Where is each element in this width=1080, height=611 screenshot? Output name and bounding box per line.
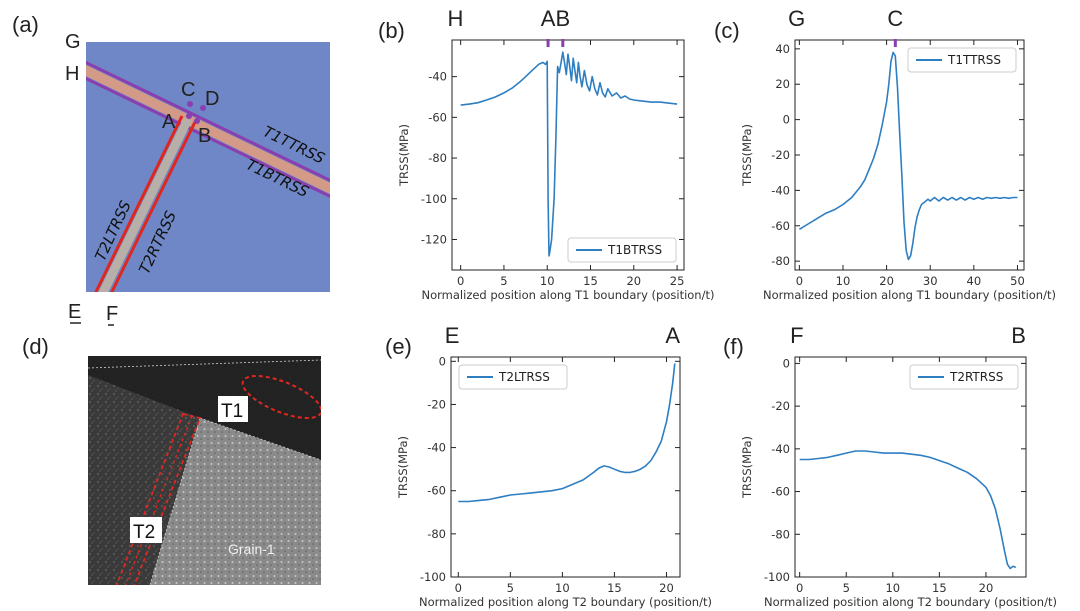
y-tick-label: -100 <box>764 570 790 584</box>
y-tick-label: -20 <box>771 399 790 413</box>
point-label-g: G <box>788 6 805 31</box>
y-tick-label: -120 <box>421 232 447 246</box>
x-tick-label: 50 <box>1010 274 1025 288</box>
x-axis-title: Normalized position along T1 boundary (p… <box>422 288 715 302</box>
y-tick-label: -60 <box>427 484 446 498</box>
x-tick-label: 20 <box>979 581 994 595</box>
panel-label-b: (b) <box>378 18 405 43</box>
y-tick-label: -40 <box>771 442 790 456</box>
x-tick-label: 10 <box>555 581 570 595</box>
legend-box <box>907 47 1017 73</box>
x-axis-title: Normalized position along T2 boundary (p… <box>764 595 1057 609</box>
y-tick-label: -60 <box>428 110 447 124</box>
x-tick-label: 20 <box>879 274 894 288</box>
y-tick-label: -20 <box>427 397 446 411</box>
y-tick-label: 0 <box>439 354 446 368</box>
x-tick-label: 30 <box>923 274 938 288</box>
panel-label-a: (a) <box>12 12 39 37</box>
panel-label-f: (f) <box>723 334 744 359</box>
point-label-b: B <box>555 6 570 31</box>
y-tick-label: -80 <box>771 527 790 541</box>
x-axis-title: Normalized position along T2 boundary (p… <box>419 595 712 609</box>
y-axis-title: TRSS(MPa) <box>396 436 410 499</box>
y-tick-label: -60 <box>771 485 790 499</box>
x-tick-label: 15 <box>607 581 622 595</box>
x-tick-label: 0 <box>796 274 803 288</box>
y-axis-title: TRSS(MPa) <box>740 124 754 187</box>
legend-box <box>567 237 677 263</box>
y-tick-label: -40 <box>427 441 446 455</box>
chart-b-frame <box>451 39 685 271</box>
x-tick-label: 10 <box>836 274 851 288</box>
legend-box <box>458 364 568 390</box>
y-tick-label: 40 <box>775 42 790 56</box>
y-tick-label: -20 <box>771 148 790 162</box>
point-label-c: C <box>887 6 903 31</box>
point-label-a: A <box>541 6 556 31</box>
series-line-t2ltrss <box>458 363 676 503</box>
y-axis-title: TRSS(MPa) <box>740 436 754 499</box>
y-tick-label: 20 <box>775 77 790 91</box>
point-label-f: F <box>790 323 803 348</box>
legend-label: T2LTRSS <box>498 370 550 384</box>
y-axis-title: TRSS(MPa) <box>397 124 411 187</box>
legend-label: T1BTRSS <box>607 243 662 257</box>
x-tick-label: 40 <box>967 274 982 288</box>
x-tick-label: 0 <box>455 581 462 595</box>
point-label-b: B <box>1011 323 1026 348</box>
boundary-point-mark <box>546 39 550 47</box>
series-line-t1ttrss <box>798 51 1018 261</box>
x-axis-title: Normalized position along T1 boundary (p… <box>763 288 1056 302</box>
y-tick-label: -40 <box>771 183 790 197</box>
point-label-a: A <box>665 323 680 348</box>
chart-f-frame <box>794 356 1027 578</box>
y-tick-label: -40 <box>428 70 447 84</box>
boundary-point-mark <box>893 39 897 47</box>
y-tick-label: 0 <box>783 113 790 127</box>
point-label-h: H <box>448 6 464 31</box>
y-tick-label: -80 <box>427 527 446 541</box>
series-line-t1btrss <box>460 51 678 257</box>
panel-label-c: (c) <box>714 18 740 43</box>
y-tick-label: 0 <box>783 356 790 370</box>
legend-label: T2RTRSS <box>949 370 1003 384</box>
x-tick-label: 15 <box>583 274 598 288</box>
point-label-e: E <box>445 323 460 348</box>
y-tick-label: -100 <box>420 570 446 584</box>
x-tick-label: 5 <box>843 581 850 595</box>
panel-label-e: (e) <box>385 334 412 359</box>
legend: T1TTRSS <box>907 47 1017 73</box>
y-tick-label: -80 <box>771 254 790 268</box>
x-tick-label: 15 <box>932 581 947 595</box>
legend-label: T1TTRSS <box>947 53 1001 67</box>
y-tick-label: -80 <box>428 151 447 165</box>
x-tick-label: 0 <box>457 274 464 288</box>
x-tick-label: 25 <box>670 274 685 288</box>
x-tick-label: 10 <box>540 274 555 288</box>
legend-box <box>909 364 1019 390</box>
legend: T1BTRSS <box>567 237 677 263</box>
y-tick-label: -60 <box>771 219 790 233</box>
x-tick-label: 5 <box>500 274 507 288</box>
x-tick-label: 0 <box>796 581 803 595</box>
y-tick-label: -100 <box>421 192 447 206</box>
boundary-point-mark <box>561 39 565 47</box>
x-tick-label: 20 <box>626 274 641 288</box>
x-tick-label: 5 <box>507 581 514 595</box>
x-tick-label: 20 <box>659 581 674 595</box>
panel-label-d: (d) <box>22 334 49 359</box>
legend: T2RTRSS <box>909 364 1019 390</box>
chart-e-frame <box>450 356 681 578</box>
series-line-t2rtrss <box>799 450 1017 570</box>
x-tick-label: 10 <box>885 581 900 595</box>
legend: T2LTRSS <box>458 364 568 390</box>
